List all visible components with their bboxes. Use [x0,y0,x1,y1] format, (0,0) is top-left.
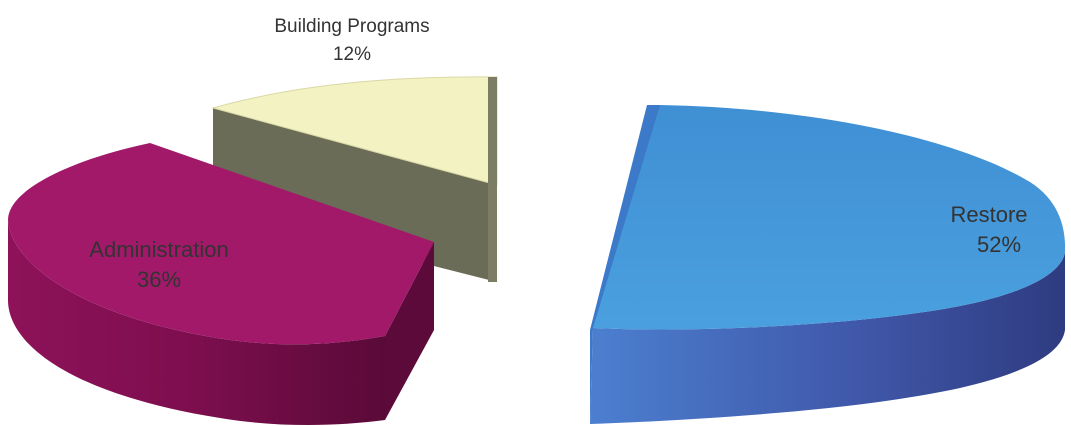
slice-restore-top [593,105,1066,330]
slice-restore-side [590,252,1065,424]
slice-administration-cut-face [385,242,434,420]
slice-building-programs [211,76,498,282]
value-administration: 36% [137,267,181,292]
slice-administration-top [8,143,434,345]
slice-administration-side [8,220,385,425]
slice-building-programs-top [211,76,498,186]
slice-building-programs-cut-face [213,108,497,282]
label-administration: Administration [89,237,228,262]
label-restore: Restore [950,202,1027,227]
value-building-programs: 12% [333,44,371,65]
slice-restore [590,105,1066,424]
label-building-programs: Building Programs [274,16,429,37]
slice-building-programs-rim [488,77,497,282]
slice-administration [8,143,434,425]
value-restore: 52% [977,232,1021,257]
